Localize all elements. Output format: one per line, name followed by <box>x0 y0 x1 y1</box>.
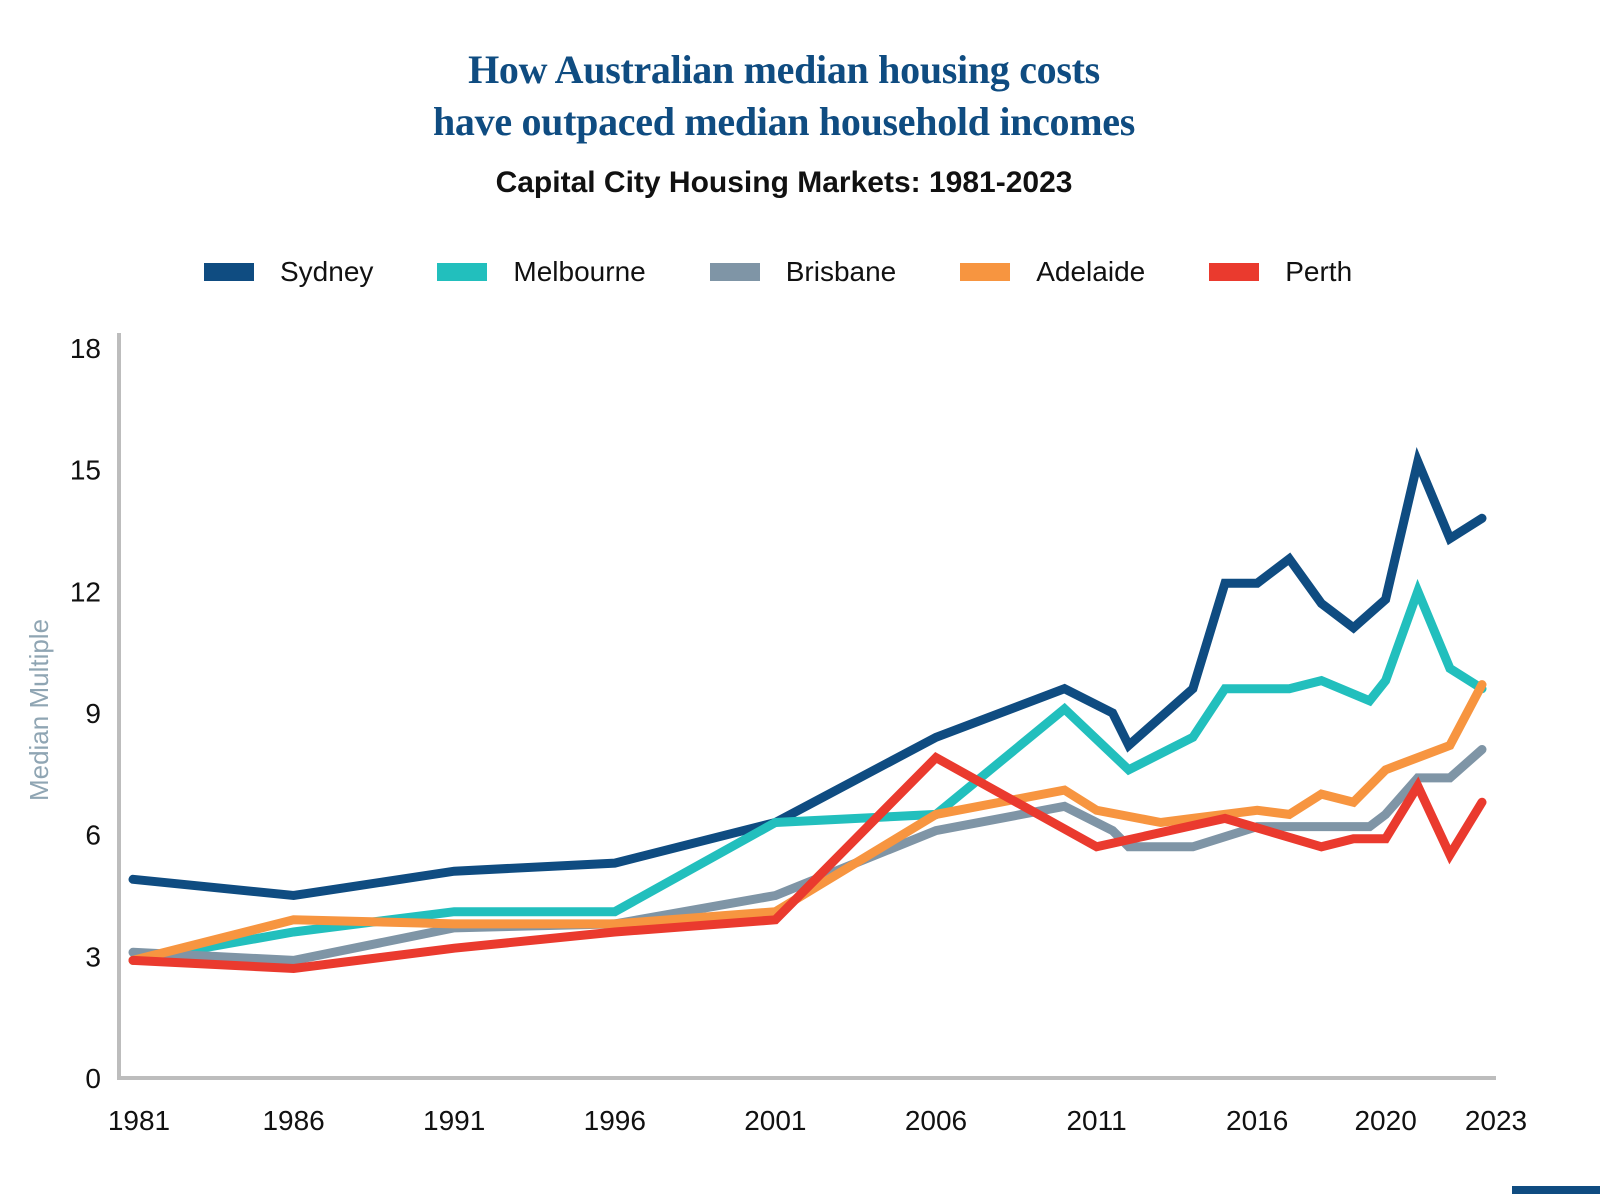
legend-item-perth: Perth <box>1209 256 1352 288</box>
y-tick-label: 15 <box>70 455 101 486</box>
y-tick-label: 3 <box>85 941 101 972</box>
chart-subtitle: Capital City Housing Markets: 1981-2023 <box>495 166 1073 199</box>
x-tick-label: 1981 <box>108 1105 170 1136</box>
legend-swatch-perth <box>1209 263 1260 281</box>
legend-item-brisbane: Brisbane <box>709 256 897 288</box>
legend-swatch-melbourne <box>437 263 488 281</box>
x-tick-label: 2023 <box>1465 1105 1527 1136</box>
chart-title: How Australian median housing costs have… <box>0 44 1568 148</box>
legend-swatch-sydney <box>204 263 254 281</box>
y-tick-label: 18 <box>70 333 101 364</box>
x-tick-label: 2006 <box>905 1105 967 1136</box>
y-tick-label: 12 <box>70 576 101 607</box>
x-tick-label: 2001 <box>744 1105 806 1136</box>
legend-label-adelaide: Adelaide <box>1036 256 1146 287</box>
footer-accent-bar <box>1512 1186 1600 1194</box>
x-tick-label: 2020 <box>1354 1105 1416 1136</box>
legend-label-perth: Perth <box>1285 256 1353 287</box>
legend-item-adelaide: Adelaide <box>960 256 1145 288</box>
axes: 0 3 6 9 12 15 18 1981 1986 1991 1996 2001 2006 2011 20… <box>24 333 1527 1136</box>
series-line-perth <box>128 752 1487 974</box>
y-tick-label: 9 <box>85 698 101 729</box>
legend-swatch-brisbane <box>709 263 760 281</box>
y-tick-label: 0 <box>85 1063 101 1094</box>
series-lines <box>128 447 1487 974</box>
x-tick-label: 1991 <box>423 1105 485 1136</box>
chart-title-line-2: have outpaced median household incomes <box>432 99 1136 144</box>
x-tick-label: 1996 <box>584 1105 646 1136</box>
series-line-melbourne <box>128 578 1487 965</box>
x-tick-label: 2011 <box>1066 1105 1126 1136</box>
legend-label-brisbane: Brisbane <box>785 256 897 287</box>
y-tick-label: 6 <box>85 820 101 851</box>
chart-title-line-1: How Australian median housing costs <box>468 47 1100 92</box>
x-tick-label: 2016 <box>1226 1105 1288 1136</box>
legend-item-melbourne: Melbourne <box>437 256 646 288</box>
legend-label-melbourne: Melbourne <box>513 256 646 287</box>
x-tick-label: 1986 <box>262 1105 324 1136</box>
legend-label-sydney: Sydney <box>280 256 374 287</box>
y-axis-title: Median Multiple <box>24 619 54 801</box>
legend-item-sydney: Sydney <box>204 256 373 288</box>
legend-swatch-adelaide <box>960 263 1011 281</box>
legend: Sydney Melbourne Brisbane Adelaide Perth <box>204 256 1416 288</box>
